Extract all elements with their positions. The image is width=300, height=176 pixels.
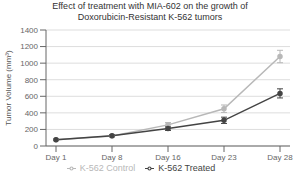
svg-text:Day 1: Day 1 — [46, 153, 67, 162]
svg-text:0: 0 — [34, 142, 39, 151]
html-text:K-562 Control: K-562 Control — [79, 163, 136, 173]
svg-text:Day 16: Day 16 — [155, 153, 181, 162]
svg-text:1200: 1200 — [20, 42, 38, 51]
html-text:Effect of treatment with MIA-6: Effect of treatment with MIA-602 on the … — [52, 1, 248, 11]
svg-text:1400: 1400 — [20, 26, 38, 35]
svg-text:Day 28: Day 28 — [267, 153, 292, 162]
svg-text:800: 800 — [25, 76, 39, 85]
svg-text:200: 200 — [25, 125, 39, 134]
svg-text:Day 23: Day 23 — [211, 153, 237, 162]
svg-text:1000: 1000 — [20, 59, 38, 68]
html-text:K-562 Treated: K-562 Treated — [158, 163, 216, 173]
svg-text:Day 8: Day 8 — [102, 153, 123, 162]
svg-text:400: 400 — [25, 109, 39, 118]
svg-text:Tumor Volume (mm³): Tumor Volume (mm³) — [8, 50, 13, 126]
svg-text:600: 600 — [25, 92, 39, 101]
html-text:Doxorubicin-Resistant K-562 tu: Doxorubicin-Resistant K-562 tumors — [77, 12, 223, 22]
